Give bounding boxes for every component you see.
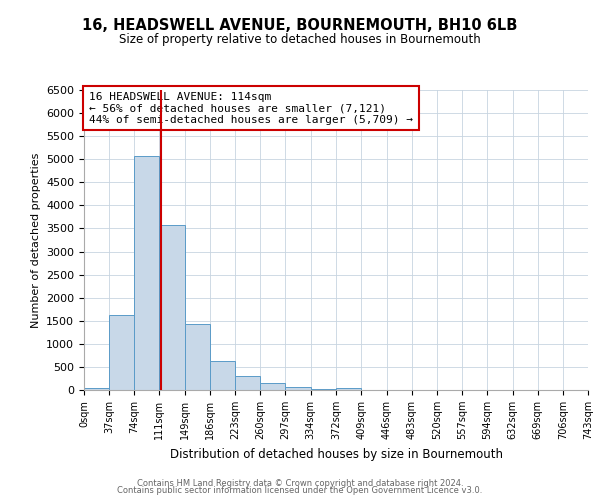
- Bar: [311, 389, 337, 390]
- Y-axis label: Number of detached properties: Number of detached properties: [31, 152, 41, 328]
- Bar: [210, 361, 235, 390]
- Text: Contains public sector information licensed under the Open Government Licence v3: Contains public sector information licen…: [118, 486, 482, 495]
- Bar: [159, 225, 185, 390]
- Bar: [260, 383, 286, 390]
- Bar: [337, 388, 361, 390]
- Text: Contains HM Land Registry data © Crown copyright and database right 2024.: Contains HM Land Registry data © Crown c…: [137, 478, 463, 488]
- Bar: [185, 324, 210, 390]
- Text: 16 HEADSWELL AVENUE: 114sqm
← 56% of detached houses are smaller (7,121)
44% of : 16 HEADSWELL AVENUE: 114sqm ← 56% of det…: [89, 92, 413, 124]
- Text: 16, HEADSWELL AVENUE, BOURNEMOUTH, BH10 6LB: 16, HEADSWELL AVENUE, BOURNEMOUTH, BH10 …: [82, 18, 518, 32]
- Text: Size of property relative to detached houses in Bournemouth: Size of property relative to detached ho…: [119, 32, 481, 46]
- Bar: [84, 388, 109, 390]
- Bar: [134, 156, 159, 390]
- Bar: [109, 315, 134, 390]
- Bar: [235, 376, 260, 390]
- Bar: [286, 386, 311, 390]
- X-axis label: Distribution of detached houses by size in Bournemouth: Distribution of detached houses by size …: [170, 448, 503, 460]
